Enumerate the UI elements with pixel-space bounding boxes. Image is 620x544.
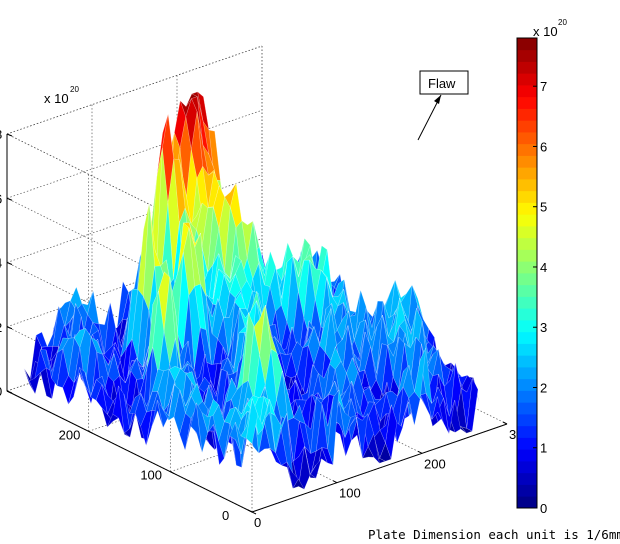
- x-tick-label: 0: [254, 515, 261, 530]
- colorbar-tick-label: 2: [540, 380, 547, 395]
- colorbar-band: [517, 496, 537, 509]
- colorbar-tick-label: 4: [540, 260, 547, 275]
- flaw-arrow-head: [434, 95, 441, 104]
- z-axis-multiplier-exponent: 20: [70, 85, 79, 94]
- z-tick-label: 8: [0, 127, 2, 142]
- z-tick-label: 2: [0, 320, 2, 335]
- colorbar-band: [517, 484, 537, 497]
- axes: 02468010020030001002003: [0, 127, 516, 530]
- colorbar-band: [517, 38, 537, 51]
- colorbar-band: [517, 343, 537, 356]
- colorbar-band: [517, 96, 537, 109]
- colorbar-band: [517, 179, 537, 192]
- y-axis-tick: [6, 390, 12, 394]
- colorbar-band: [517, 120, 537, 133]
- colorbar-band: [517, 73, 537, 86]
- colorbar-band: [517, 49, 537, 62]
- y-axis-line: [6, 390, 253, 513]
- colorbar-band: [517, 132, 537, 145]
- colorbar-tick-label: 0: [540, 501, 547, 516]
- colorbar-band: [517, 414, 537, 427]
- colorbar-band: [517, 61, 537, 74]
- z-axis-multiplier: x 10: [44, 91, 69, 106]
- y-axis-tick: [170, 471, 175, 475]
- x-tick-label: 200: [424, 456, 446, 471]
- y-axis-tick: [251, 511, 257, 515]
- grid-line: [6, 45, 263, 135]
- z-tick-label: 4: [0, 256, 2, 271]
- flaw-annotation: Flaw: [417, 70, 469, 141]
- y-tick-label: 100: [140, 468, 162, 483]
- colorbar-band: [517, 214, 537, 227]
- colorbar-band: [517, 296, 537, 309]
- colorbar-multiplier: x 10: [533, 24, 558, 39]
- colorbar-band: [517, 108, 537, 121]
- z-axis-tick: [6, 197, 13, 201]
- colorbar-band: [517, 425, 537, 438]
- colorbar-multiplier-exponent: 20: [558, 18, 567, 27]
- colorbar-band: [517, 155, 537, 168]
- colorbar-tick-label: 7: [540, 79, 547, 94]
- colorbar-band: [517, 167, 537, 180]
- colorbar-tick-label: 1: [540, 441, 547, 456]
- colorbar-band: [517, 249, 537, 262]
- z-tick-label: 6: [0, 191, 2, 206]
- x-axis-tick: [502, 421, 508, 425]
- colorbar-band: [517, 472, 537, 485]
- x-axis-tick: [247, 509, 253, 513]
- colorbar-band: [517, 378, 537, 391]
- x-axis-tick: [417, 450, 423, 454]
- colorbar-band: [517, 273, 537, 286]
- colorbar-band: [517, 308, 537, 321]
- x-tick-label: 100: [339, 486, 361, 501]
- colorbar-band: [517, 202, 537, 215]
- colorbar-band: [517, 320, 537, 333]
- z-tick-label: 0: [0, 384, 2, 399]
- colorbar-band: [517, 461, 537, 474]
- colorbar-band: [517, 367, 537, 380]
- colorbar-band: [517, 226, 537, 239]
- colorbar-band: [517, 449, 537, 462]
- flaw-box: [419, 70, 469, 95]
- colorbar-band: [517, 402, 537, 415]
- colorbar-band: [517, 437, 537, 450]
- surface-patch: [246, 398, 258, 445]
- colorbar-tick-label: 3: [540, 320, 547, 335]
- colorbar-band: [517, 261, 537, 274]
- colorbar-band: [517, 143, 537, 156]
- x-axis-line: [251, 423, 508, 513]
- grid-line: [6, 109, 263, 199]
- colorbar-band: [517, 355, 537, 368]
- x-axis-tick: [332, 480, 338, 484]
- z-axis-tick: [6, 133, 13, 137]
- flaw-label: Flaw: [428, 76, 456, 91]
- colorbar-band: [517, 190, 537, 203]
- z-axis-tick: [6, 262, 13, 265]
- colorbar-tick-label: 5: [540, 200, 547, 215]
- surface-plot: [23, 91, 480, 490]
- colorbar: 0 1 2 3 4 5 6 7: [516, 37, 547, 516]
- y-tick-label: 0: [222, 508, 229, 523]
- colorbar-frame: [516, 37, 538, 509]
- colorbar-band: [517, 284, 537, 297]
- colorbar-band: [517, 85, 537, 98]
- z-axis-tick: [6, 326, 13, 330]
- x-tick-label: 3: [509, 427, 516, 442]
- y-tick-label: 200: [59, 427, 81, 442]
- colorbar-band: [517, 237, 537, 250]
- plate-dimension-caption: Plate Dimension each unit is 1/6mm: [368, 527, 620, 542]
- colorbar-tick-label: 6: [540, 139, 547, 154]
- colorbar-band: [517, 331, 537, 344]
- colorbar-band: [517, 390, 537, 403]
- y-axis-tick: [88, 430, 93, 434]
